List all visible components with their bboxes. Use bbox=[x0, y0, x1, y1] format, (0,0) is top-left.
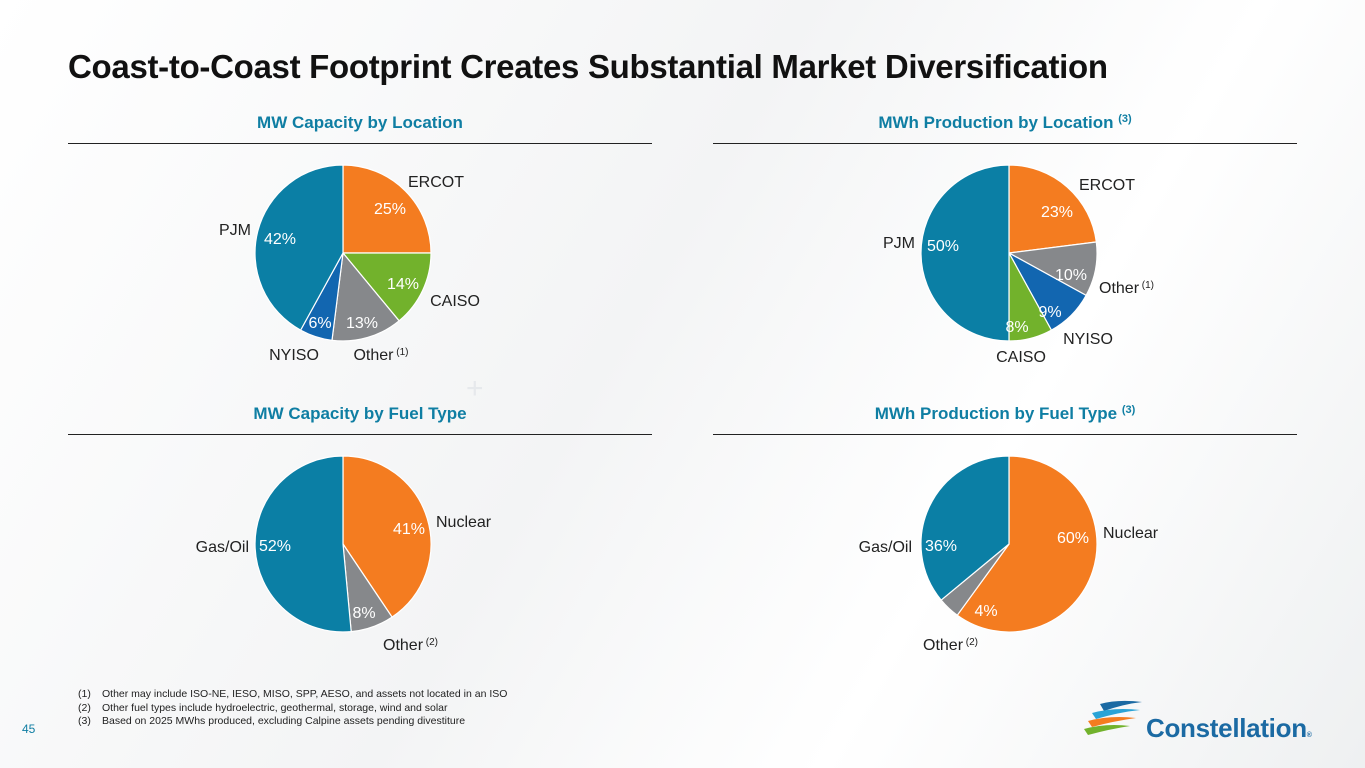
slice-value-gas-oil: 36% bbox=[925, 538, 957, 555]
pie-slice-caiso bbox=[341, 252, 432, 322]
divider bbox=[713, 143, 1297, 144]
slice-label-ercot: ERCOT bbox=[1079, 177, 1135, 194]
pie-slice-nuclear bbox=[342, 455, 432, 618]
page-number: 45 bbox=[22, 722, 36, 736]
slice-label-pjm: PJM bbox=[883, 235, 915, 252]
pie-slice-pjm bbox=[920, 164, 1010, 342]
pie-slice-ercot bbox=[1008, 164, 1097, 254]
slice-label-other: Other (2) bbox=[383, 637, 438, 654]
slice-value-nuclear: 60% bbox=[1057, 530, 1089, 547]
slice-label-caiso: CAISO bbox=[430, 293, 480, 310]
pie-slice-gas-oil bbox=[254, 455, 352, 633]
pie-slice-ercot bbox=[342, 164, 432, 254]
slice-value-nuclear: 41% bbox=[393, 521, 425, 538]
slice-label-other: Other (1) bbox=[353, 347, 408, 364]
slice-value-ercot: 23% bbox=[1041, 204, 1073, 221]
footnote: (2) Other fuel types include hydroelectri… bbox=[78, 701, 448, 714]
divider bbox=[68, 434, 652, 435]
slice-value-nyiso: 9% bbox=[1038, 304, 1061, 321]
chart-title-mwh-location: MWh Production by Location (3) bbox=[878, 113, 1132, 132]
pie-slice-nuclear bbox=[956, 455, 1098, 633]
slice-value-nyiso: 6% bbox=[308, 315, 331, 332]
slice-value-caiso: 8% bbox=[1005, 319, 1028, 336]
slice-label-other: Other (1) bbox=[1099, 280, 1154, 297]
chart-title-mw-location: MW Capacity by Location bbox=[257, 113, 463, 132]
logo-reg: ® bbox=[1306, 732, 1312, 739]
slice-value-gas-oil: 52% bbox=[259, 538, 291, 555]
slice-value-other: 10% bbox=[1055, 267, 1087, 284]
divider bbox=[68, 143, 652, 144]
slice-value-other: 13% bbox=[346, 315, 378, 332]
constellation-logo: Constellation® bbox=[1080, 700, 1330, 746]
divider bbox=[713, 434, 1297, 435]
footnote: (1) Other may include ISO-NE, IESO, MISO,… bbox=[78, 688, 508, 700]
slice-label-nuclear: Nuclear bbox=[436, 514, 492, 531]
pie-slice-pjm bbox=[254, 164, 344, 331]
slice-label-other: Other (2) bbox=[923, 637, 978, 654]
slice-label-caiso: CAISO bbox=[996, 349, 1046, 366]
slice-label-ercot: ERCOT bbox=[408, 174, 464, 191]
chart-title-mw-fuel: MW Capacity by Fuel Type bbox=[253, 404, 467, 423]
slice-value-pjm: 50% bbox=[927, 238, 959, 255]
slice-label-nyiso: NYISO bbox=[269, 347, 319, 364]
slice-label-nuclear: Nuclear bbox=[1103, 525, 1159, 542]
slice-label-pjm: PJM bbox=[219, 222, 251, 239]
slice-label-nyiso: NYISO bbox=[1063, 331, 1113, 348]
chart-title-mwh-fuel: MWh Production by Fuel Type (3) bbox=[874, 404, 1136, 423]
slice-value-other: 4% bbox=[974, 603, 997, 620]
pie-slice-other bbox=[331, 251, 400, 342]
footnotes: (1) Other may include ISO-NE, IESO, MISO,… bbox=[78, 688, 507, 729]
slice-label-gas-oil: Gas/Oil bbox=[859, 539, 912, 556]
slice-label-gas-oil: Gas/Oil bbox=[196, 539, 249, 556]
slice-value-caiso: 14% bbox=[387, 276, 419, 293]
footnote: (3) Based on 2025 MWhs produced, excludin… bbox=[78, 715, 466, 727]
pie-slice-gas-oil bbox=[920, 455, 1010, 601]
slice-value-ercot: 25% bbox=[374, 201, 406, 218]
slice-value-pjm: 42% bbox=[264, 231, 296, 248]
decorative-plus-icon: + bbox=[466, 372, 484, 405]
logo-swoosh-icon bbox=[1084, 700, 1142, 735]
slice-value-other: 8% bbox=[352, 605, 375, 622]
logo-text: Constellation bbox=[1146, 713, 1307, 743]
page-title: Coast-to-Coast Footprint Creates Substan… bbox=[68, 48, 1108, 85]
